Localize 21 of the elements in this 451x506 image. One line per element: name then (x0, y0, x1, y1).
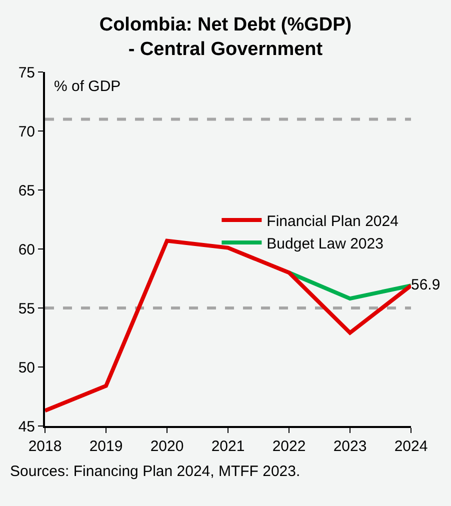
legend-label: Financial Plan 2024 (266, 212, 398, 230)
y-tick-label: 55 (18, 300, 35, 318)
legend-label: Budget Law 2023 (266, 235, 384, 252)
x-tick-label: 2023 (333, 438, 367, 455)
data-label: 56.9 (411, 276, 440, 294)
chart-title: Colombia: Net Debt (%GDP) - Central Government (99, 14, 352, 60)
y-tick-label: 60 (18, 241, 35, 258)
line-series (45, 238, 411, 413)
x-tick-label: 2019 (89, 438, 123, 455)
x-tick-label: 2020 (150, 438, 184, 455)
x-tick-label: 2024 (394, 438, 428, 455)
x-tick-label: 2021 (211, 438, 245, 455)
y-tick-label: 50 (18, 359, 35, 376)
y-tick-label: 65 (18, 182, 35, 200)
y-axis-title: % of GDP (54, 78, 121, 95)
source-note: Sources: Financing Plan 2024, MTFF 2023. (10, 463, 300, 480)
x-tick-label: 2022 (272, 438, 306, 455)
y-tick-label: 45 (18, 418, 35, 436)
y-tick-label: 70 (18, 123, 35, 140)
y-tick-label: 75 (18, 64, 35, 82)
x-tick-label: 2018 (28, 438, 62, 455)
